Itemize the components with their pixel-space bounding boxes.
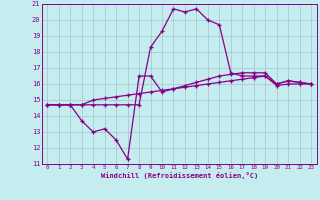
X-axis label: Windchill (Refroidissement éolien,°C): Windchill (Refroidissement éolien,°C): [100, 172, 258, 179]
